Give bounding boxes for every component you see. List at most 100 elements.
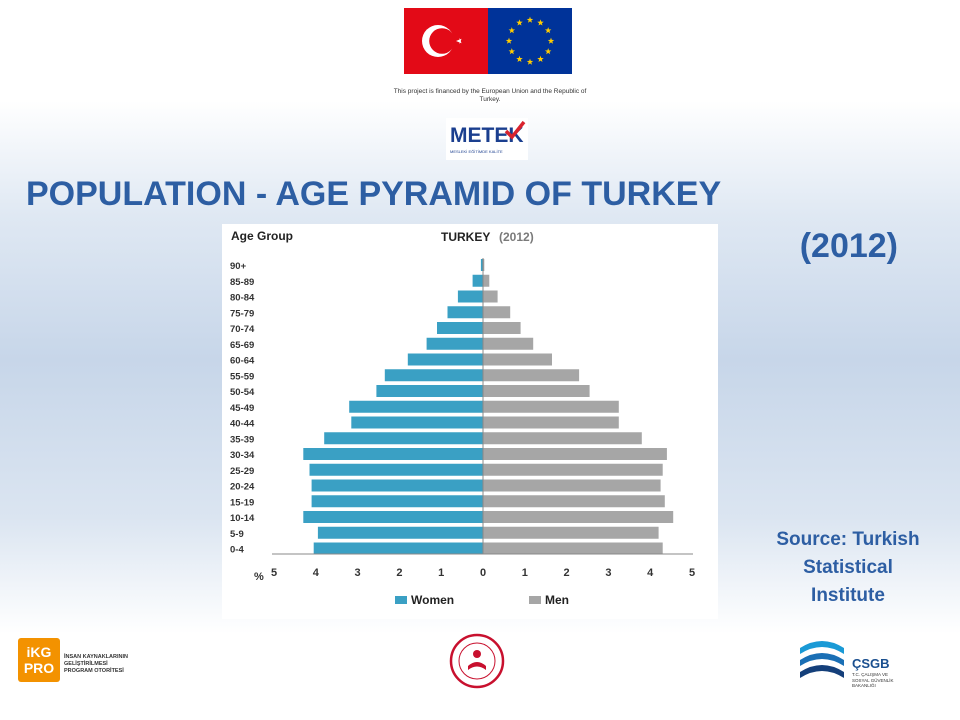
- bar-men-75-79: [483, 306, 511, 319]
- x-tick-label: 5: [689, 567, 695, 579]
- source-note: Source: Turkish Statistical Institute: [748, 526, 948, 610]
- bar-men-80-84: [483, 290, 498, 303]
- eu-star: [537, 55, 544, 62]
- eu-star: [516, 19, 523, 26]
- ikg-pro-badge: [18, 638, 60, 682]
- category-label: 45-49: [230, 403, 254, 414]
- bar-women-25-29: [309, 463, 483, 476]
- legend-men-swatch: [529, 596, 541, 604]
- eu-star: [516, 55, 523, 62]
- category-label: 35-39: [230, 434, 254, 445]
- ikg-text-line-2: GELİŞTİRİLMESİ: [64, 661, 108, 667]
- x-tick-label: 2: [396, 567, 402, 579]
- category-label: 55-59: [230, 371, 254, 382]
- category-label: 40-44: [230, 419, 255, 430]
- metek-logo: METEK MESLEKİ EĞİTİMDE KALİTE: [446, 118, 528, 160]
- bar-men-85-89: [483, 274, 490, 287]
- x-tick-label: 3: [355, 567, 361, 579]
- csgb-text-line-3: BAKANLIĞI: [852, 683, 876, 688]
- bar-women-80-84: [457, 290, 483, 303]
- chart-title-year: (2012): [499, 230, 534, 244]
- category-label: 80-84: [230, 293, 255, 304]
- meb-emblem-icon: [449, 633, 505, 689]
- bar-women-40-44: [351, 416, 483, 429]
- legend-women-label: Women: [411, 593, 454, 607]
- legend-women-swatch: [395, 596, 407, 604]
- eu-star: [544, 27, 552, 34]
- bar-men-0-4: [483, 542, 663, 555]
- bar-women-55-59: [384, 369, 483, 382]
- x-tick-label: 1: [438, 567, 444, 579]
- slide-title-line-1: POPULATION - AGE PYRAMID OF TURKEY: [26, 175, 722, 213]
- bar-men-65-69: [483, 337, 534, 350]
- x-axis-label: %: [254, 571, 264, 583]
- bar-men-25-29: [483, 463, 663, 476]
- bar-men-30-34: [483, 448, 667, 460]
- category-label: 10-14: [230, 513, 255, 524]
- bar-men-45-49: [483, 400, 619, 413]
- bar-women-70-74: [437, 322, 483, 334]
- x-tick-label: 5: [271, 567, 277, 579]
- category-label: 5-9: [230, 529, 244, 540]
- bar-men-20-24: [483, 479, 661, 492]
- meb-logo: [446, 632, 508, 690]
- csgb-wave-icon: [800, 641, 844, 678]
- bar-men-70-74: [483, 322, 521, 334]
- checkmark-icon: [504, 120, 526, 140]
- x-tick-label: 0: [480, 567, 486, 579]
- age-pyramid-svg: Age Group TURKEY (2012) 90+ 85-89 80-84 75-…: [230, 229, 695, 607]
- ikg-text-line-1: İNSAN KAYNAKLARININ: [64, 654, 128, 660]
- csgb-short: ÇSGB: [852, 656, 890, 671]
- bar-women-75-79: [447, 306, 483, 319]
- y-axis-label: Age Group: [231, 229, 293, 243]
- category-label: 90+: [230, 261, 247, 272]
- slide-title-line-2: (2012): [799, 227, 898, 265]
- category-label: 75-79: [230, 308, 254, 319]
- eu-star: [508, 48, 516, 55]
- bar-women-45-49: [349, 400, 483, 413]
- funding-note: This project is financed by the European…: [393, 88, 587, 103]
- legend-men-label: Men: [545, 593, 569, 607]
- category-label: 65-69: [230, 340, 254, 351]
- ikg-pro-short: iKG PRO: [23, 644, 55, 676]
- x-tick-label: 4: [313, 567, 320, 579]
- bar-women-35-39: [324, 432, 483, 445]
- bar-men-40-44: [483, 416, 619, 429]
- bar-women-90+: [480, 259, 483, 271]
- source-line-1: Source: Turkish: [776, 529, 920, 550]
- source-line-3: Institute: [811, 585, 885, 606]
- bar-women-15-19: [311, 495, 483, 508]
- bar-women-65-69: [426, 337, 483, 350]
- eu-stars-icon: [505, 16, 555, 65]
- category-label: 30-34: [230, 450, 255, 461]
- category-label: 60-64: [230, 356, 255, 367]
- x-tick-label: 2: [564, 567, 570, 579]
- bar-men-35-39: [483, 432, 642, 445]
- source-line-2: Statistical: [803, 557, 893, 578]
- bar-women-30-34: [303, 448, 483, 460]
- ikg-pro-logo: iKG PRO İNSAN KAYNAKLARININ GELİŞTİRİLME…: [14, 632, 138, 690]
- eu-star: [505, 37, 513, 44]
- eu-star: [508, 27, 516, 34]
- category-label: 25-29: [230, 466, 254, 477]
- bar-women-10-14: [303, 511, 483, 523]
- bar-women-50-54: [376, 385, 483, 397]
- category-label: 70-74: [230, 324, 255, 335]
- category-label: 0-4: [230, 545, 244, 556]
- bar-men-55-59: [483, 369, 580, 382]
- ikg-text-line-3: PROGRAM OTORİTESİ: [64, 668, 124, 674]
- eu-star: [526, 58, 534, 65]
- bar-women-0-4: [313, 542, 483, 555]
- eu-star: [544, 48, 552, 55]
- eu-star: [537, 19, 544, 26]
- bar-women-85-89: [472, 274, 483, 287]
- turkey-flag: [404, 8, 488, 74]
- chart-title: TURKEY: [441, 230, 490, 244]
- metek-logo-tagline: MESLEKİ EĞİTİMDE KALİTE: [450, 149, 503, 154]
- csgb-logo: ÇSGB T.C. ÇALIŞMA VE SOSYAL GÜVENLİK BAK…: [790, 634, 906, 694]
- age-pyramid-chart: Age Group TURKEY (2012) 90+ 85-89 80-84 75-…: [222, 224, 718, 619]
- bar-women-5-9: [317, 526, 483, 539]
- x-tick-label: 3: [605, 567, 611, 579]
- eu-star: [526, 16, 534, 23]
- category-label: 85-89: [230, 277, 254, 288]
